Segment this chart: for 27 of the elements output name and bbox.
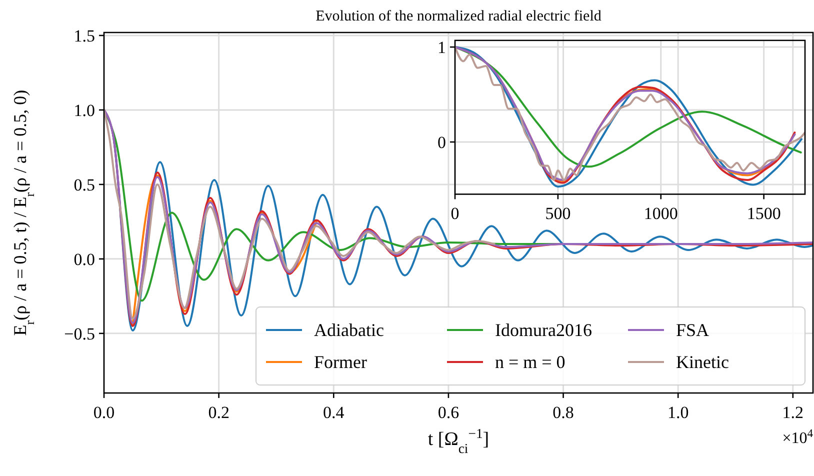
x-tick-label: 0.6 bbox=[438, 403, 460, 422]
legend-label: Adiabatic bbox=[314, 320, 384, 340]
x-tick-label: 1.2 bbox=[782, 403, 804, 422]
legend-label: n = m = 0 bbox=[495, 352, 566, 372]
x-tick-label: 500 bbox=[545, 204, 571, 224]
x-tick-label: 0.0 bbox=[93, 403, 115, 422]
y-tick-label: −0.5 bbox=[64, 324, 95, 344]
x-tick-label: 0 bbox=[450, 204, 460, 224]
line-series bbox=[104, 108, 496, 320]
y-tick-label: 0.0 bbox=[74, 250, 95, 269]
x-tick-label: 0.4 bbox=[323, 403, 345, 422]
legend-label: Kinetic bbox=[676, 352, 729, 372]
x-tick-label: 0.2 bbox=[208, 403, 230, 422]
legend-label: Former bbox=[314, 352, 367, 372]
y-tick-label: 1.5 bbox=[74, 26, 95, 46]
text: ×10$^{4}$ bbox=[782, 428, 814, 447]
x-axis-title: t [Ω$_{ci}$$^{−1}$] bbox=[428, 426, 490, 456]
y-tick-label: 1 bbox=[438, 38, 446, 58]
x-tick-label: 0.8 bbox=[552, 403, 574, 422]
legend-label: Idomura2016 bbox=[495, 320, 592, 340]
x-tick-label: 1000 bbox=[644, 204, 678, 224]
x-tick-label: 1500 bbox=[746, 204, 781, 224]
legend-label: FSA bbox=[676, 320, 710, 340]
y-tick-label: 0.5 bbox=[74, 175, 95, 194]
chart-title: Evolution of the normalized radial electric field bbox=[316, 8, 602, 24]
x-tick-label: 1.0 bbox=[667, 403, 689, 422]
y-tick-label: 1.0 bbox=[74, 100, 95, 120]
